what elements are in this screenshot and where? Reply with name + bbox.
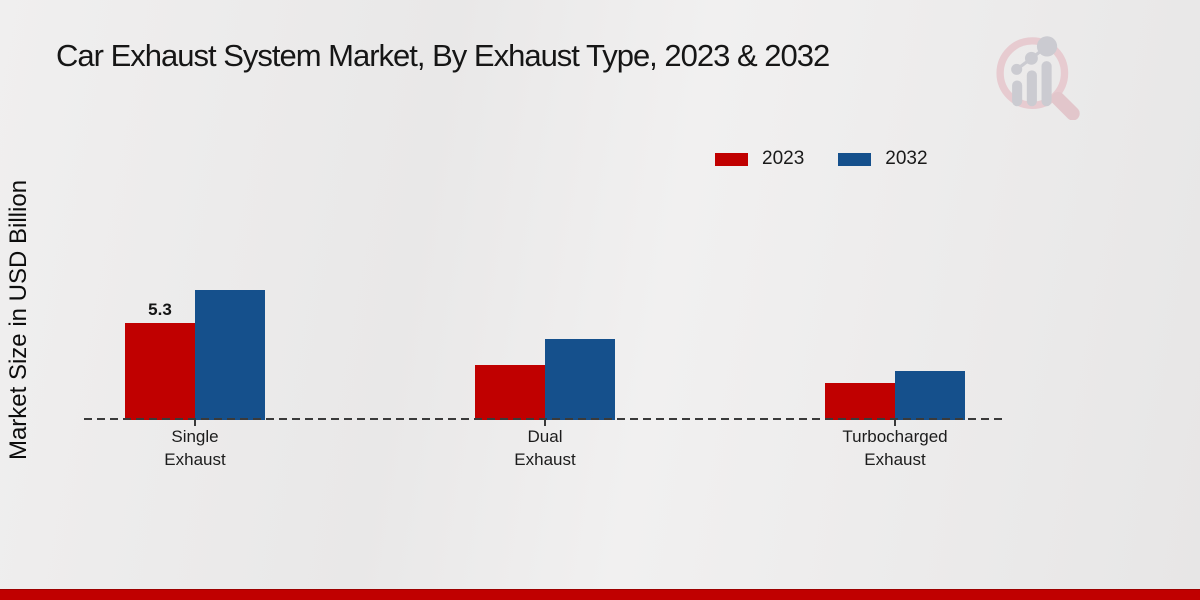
category-label-single-exhaust: Single Exhaust xyxy=(164,427,226,469)
legend-label-2032: 2032 xyxy=(885,148,928,169)
chart-title: Car Exhaust System Market, By Exhaust Ty… xyxy=(56,38,830,73)
category-label-dual-exhaust: Dual Exhaust xyxy=(514,427,576,469)
category-label-turbocharged-exhaust: Turbocharged Exhaust xyxy=(842,427,948,469)
footer-red-bar xyxy=(0,589,1200,600)
bar-2032-dual-exhaust xyxy=(545,339,615,420)
bar-value-label-2023-single-exhaust: 5.3 xyxy=(148,300,172,319)
logo-magnifier-icon xyxy=(996,36,1080,120)
market-research-future-logo-watermark xyxy=(996,36,1080,120)
legend-swatch-2023 xyxy=(715,152,748,166)
legend: 2023 2032 xyxy=(715,148,928,170)
bar-2023-single-exhaust xyxy=(125,323,195,420)
bar-2032-turbocharged-exhaust xyxy=(895,371,965,420)
bar-2032-single-exhaust xyxy=(195,290,265,420)
legend-item-2023: 2023 xyxy=(715,148,804,170)
legend-swatch-2032 xyxy=(838,152,872,166)
x-axis-tick-dual-exhaust xyxy=(544,420,546,426)
bar-2023-dual-exhaust xyxy=(475,365,545,420)
x-axis-tick-single-exhaust xyxy=(194,420,196,426)
legend-item-2032: 2032 xyxy=(838,148,928,170)
x-axis-tick-turbocharged-exhaust xyxy=(894,420,896,426)
x-axis-baseline xyxy=(84,418,1005,420)
bar-2023-turbocharged-exhaust xyxy=(825,383,895,420)
legend-label-2023: 2023 xyxy=(762,148,805,169)
